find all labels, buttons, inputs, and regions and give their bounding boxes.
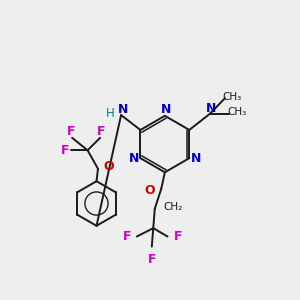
Text: F: F (60, 144, 69, 157)
Text: F: F (122, 230, 131, 243)
Text: F: F (97, 125, 106, 138)
Text: N: N (129, 152, 139, 165)
Text: F: F (66, 125, 75, 138)
Text: CH₃: CH₃ (222, 92, 241, 102)
Text: N: N (206, 102, 216, 115)
Text: N: N (160, 103, 171, 116)
Text: H: H (106, 107, 115, 120)
Text: CH₃: CH₃ (228, 107, 247, 117)
Text: O: O (144, 184, 155, 196)
Text: N: N (191, 152, 201, 165)
Text: F: F (148, 253, 156, 266)
Text: CH₂: CH₂ (164, 202, 183, 212)
Text: O: O (103, 160, 114, 173)
Text: N: N (117, 103, 128, 116)
Text: F: F (173, 230, 182, 243)
